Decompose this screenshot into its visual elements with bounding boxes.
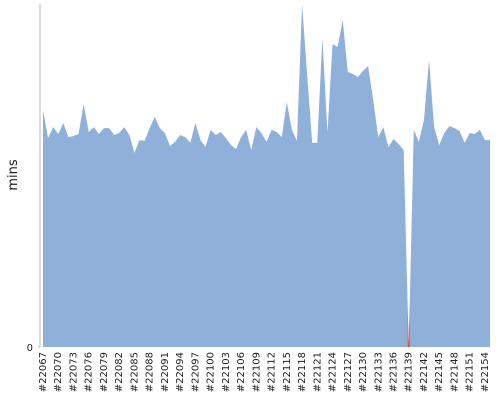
x-tick-label: #22085 — [129, 352, 140, 392]
x-tick-label: #22073 — [68, 352, 79, 392]
x-tick-label: #22118 — [297, 352, 308, 392]
x-tick-label: #22127 — [343, 352, 354, 392]
x-tick-label: #22121 — [312, 352, 323, 392]
x-tick-label: #22154 — [480, 352, 491, 392]
x-tick-label: #22145 — [434, 352, 445, 392]
y-axis-label: mins — [6, 159, 21, 191]
x-tick-label: #22112 — [267, 352, 278, 392]
x-tick-label: #22109 — [251, 352, 262, 392]
y-tick-label: 0 — [27, 343, 33, 354]
x-tick-label: #22082 — [114, 352, 125, 392]
x-tick-label: #22148 — [449, 352, 460, 392]
x-tick-label: #22115 — [282, 352, 293, 392]
x-tick-label: #22079 — [99, 352, 110, 392]
x-tick-label: #22070 — [53, 352, 64, 392]
area — [43, 4, 490, 347]
x-tick-label: #22103 — [221, 352, 232, 392]
x-tick-label: #22106 — [236, 352, 247, 392]
highlight-area — [407, 303, 410, 347]
x-tick-label: #22088 — [145, 352, 156, 392]
x-tick-label: #22091 — [160, 352, 171, 392]
x-tick-label: #22100 — [206, 352, 217, 392]
x-tick-label: #22136 — [388, 352, 399, 392]
x-tick-label: #22130 — [358, 352, 369, 392]
x-tick-label: #22133 — [373, 352, 384, 392]
x-tick-label: #22151 — [465, 352, 476, 392]
x-tick-label: #22067 — [38, 352, 49, 392]
x-tick-label: #22139 — [404, 352, 415, 392]
x-tick-label: #22124 — [328, 352, 339, 392]
x-tick-label: #22097 — [190, 352, 201, 392]
x-tick-label: #22142 — [419, 352, 430, 392]
x-tick-label: #22094 — [175, 352, 186, 392]
x-tick-label: #22076 — [84, 352, 95, 392]
